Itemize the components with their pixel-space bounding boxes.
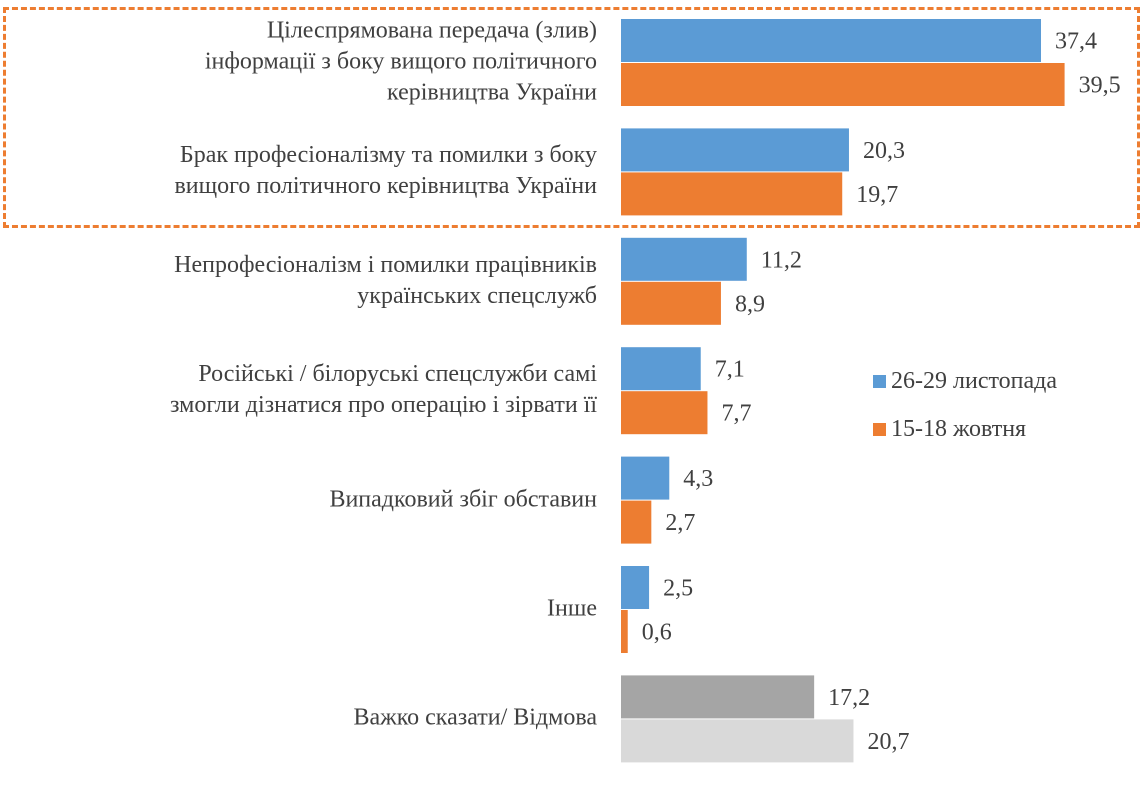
category-label-line: Непрофесіоналізм і помилки працівників [174, 251, 597, 278]
legend-item-series-1: 26-29 листопада [873, 368, 1057, 395]
bar [621, 675, 815, 719]
category-label-line: Російські / білоруські спецслужби самі [198, 361, 597, 388]
data-label: 7,1 [715, 357, 745, 383]
legend-swatch-orange [873, 423, 886, 436]
bar [621, 500, 652, 544]
bar [621, 719, 854, 763]
data-label: 17,2 [828, 685, 870, 711]
bar [621, 19, 1042, 62]
category-label: Брак професіоналізму та помилки з боку ви… [37, 140, 597, 202]
legend-swatch-blue [873, 375, 886, 388]
category-label-line: Цілеспрямована передача (злив) [266, 17, 597, 44]
category-label-line: Брак професіоналізму та помилки з боку [179, 142, 597, 169]
bar [621, 172, 843, 216]
bar [621, 63, 1065, 106]
data-label: 4,3 [683, 466, 713, 492]
category-label: Цілеспрямована передача (злив) інформації… [37, 16, 597, 109]
data-label: 19,7 [856, 182, 898, 208]
data-label: 7,7 [721, 401, 751, 427]
category-label: Інше [37, 594, 597, 625]
data-label: 11,2 [761, 247, 802, 273]
data-label: 37,4 [1055, 29, 1097, 55]
category-label-line: Інше [547, 595, 597, 622]
bar [621, 128, 849, 172]
category-label-line: змогли дізнатися про операцію і зірвати … [170, 392, 597, 419]
bar [621, 347, 701, 391]
bar [621, 237, 747, 281]
data-label: 20,3 [863, 138, 905, 164]
legend-label: 26-29 листопада [891, 368, 1057, 394]
data-label: 2,7 [665, 510, 695, 536]
category-label-line: інформації з боку вищого політичного [204, 48, 597, 75]
highlight-box [3, 7, 1140, 228]
category-label: Випадковий збіг обставин [37, 484, 597, 515]
bar [621, 281, 721, 325]
data-label: 39,5 [1079, 73, 1121, 99]
data-label: 0,6 [642, 620, 672, 646]
category-label: Російські / білоруські спецслужби самі зм… [37, 359, 597, 421]
category-label-line: Важко сказати/ Відмова [353, 704, 597, 731]
bar [621, 456, 670, 500]
category-label-line: Випадковий збіг обставин [329, 486, 597, 513]
category-label: Важко сказати/ Відмова [37, 703, 597, 734]
data-label: 2,5 [663, 576, 693, 602]
bar [621, 391, 708, 435]
category-label: Непрофесіоналізм і помилки працівників ук… [37, 250, 597, 312]
legend-item-series-2: 15-18 жовтня [873, 416, 1026, 443]
data-label: 8,9 [735, 291, 765, 317]
category-label-line: вищого політичного керівництва України [174, 173, 597, 200]
bar [621, 610, 628, 653]
category-label-line: керівництва України [387, 79, 597, 106]
data-label: 20,7 [867, 729, 909, 755]
bar [621, 566, 650, 609]
legend-label: 15-18 жовтня [891, 416, 1027, 442]
category-label-line: українських спецслужб [357, 282, 597, 309]
